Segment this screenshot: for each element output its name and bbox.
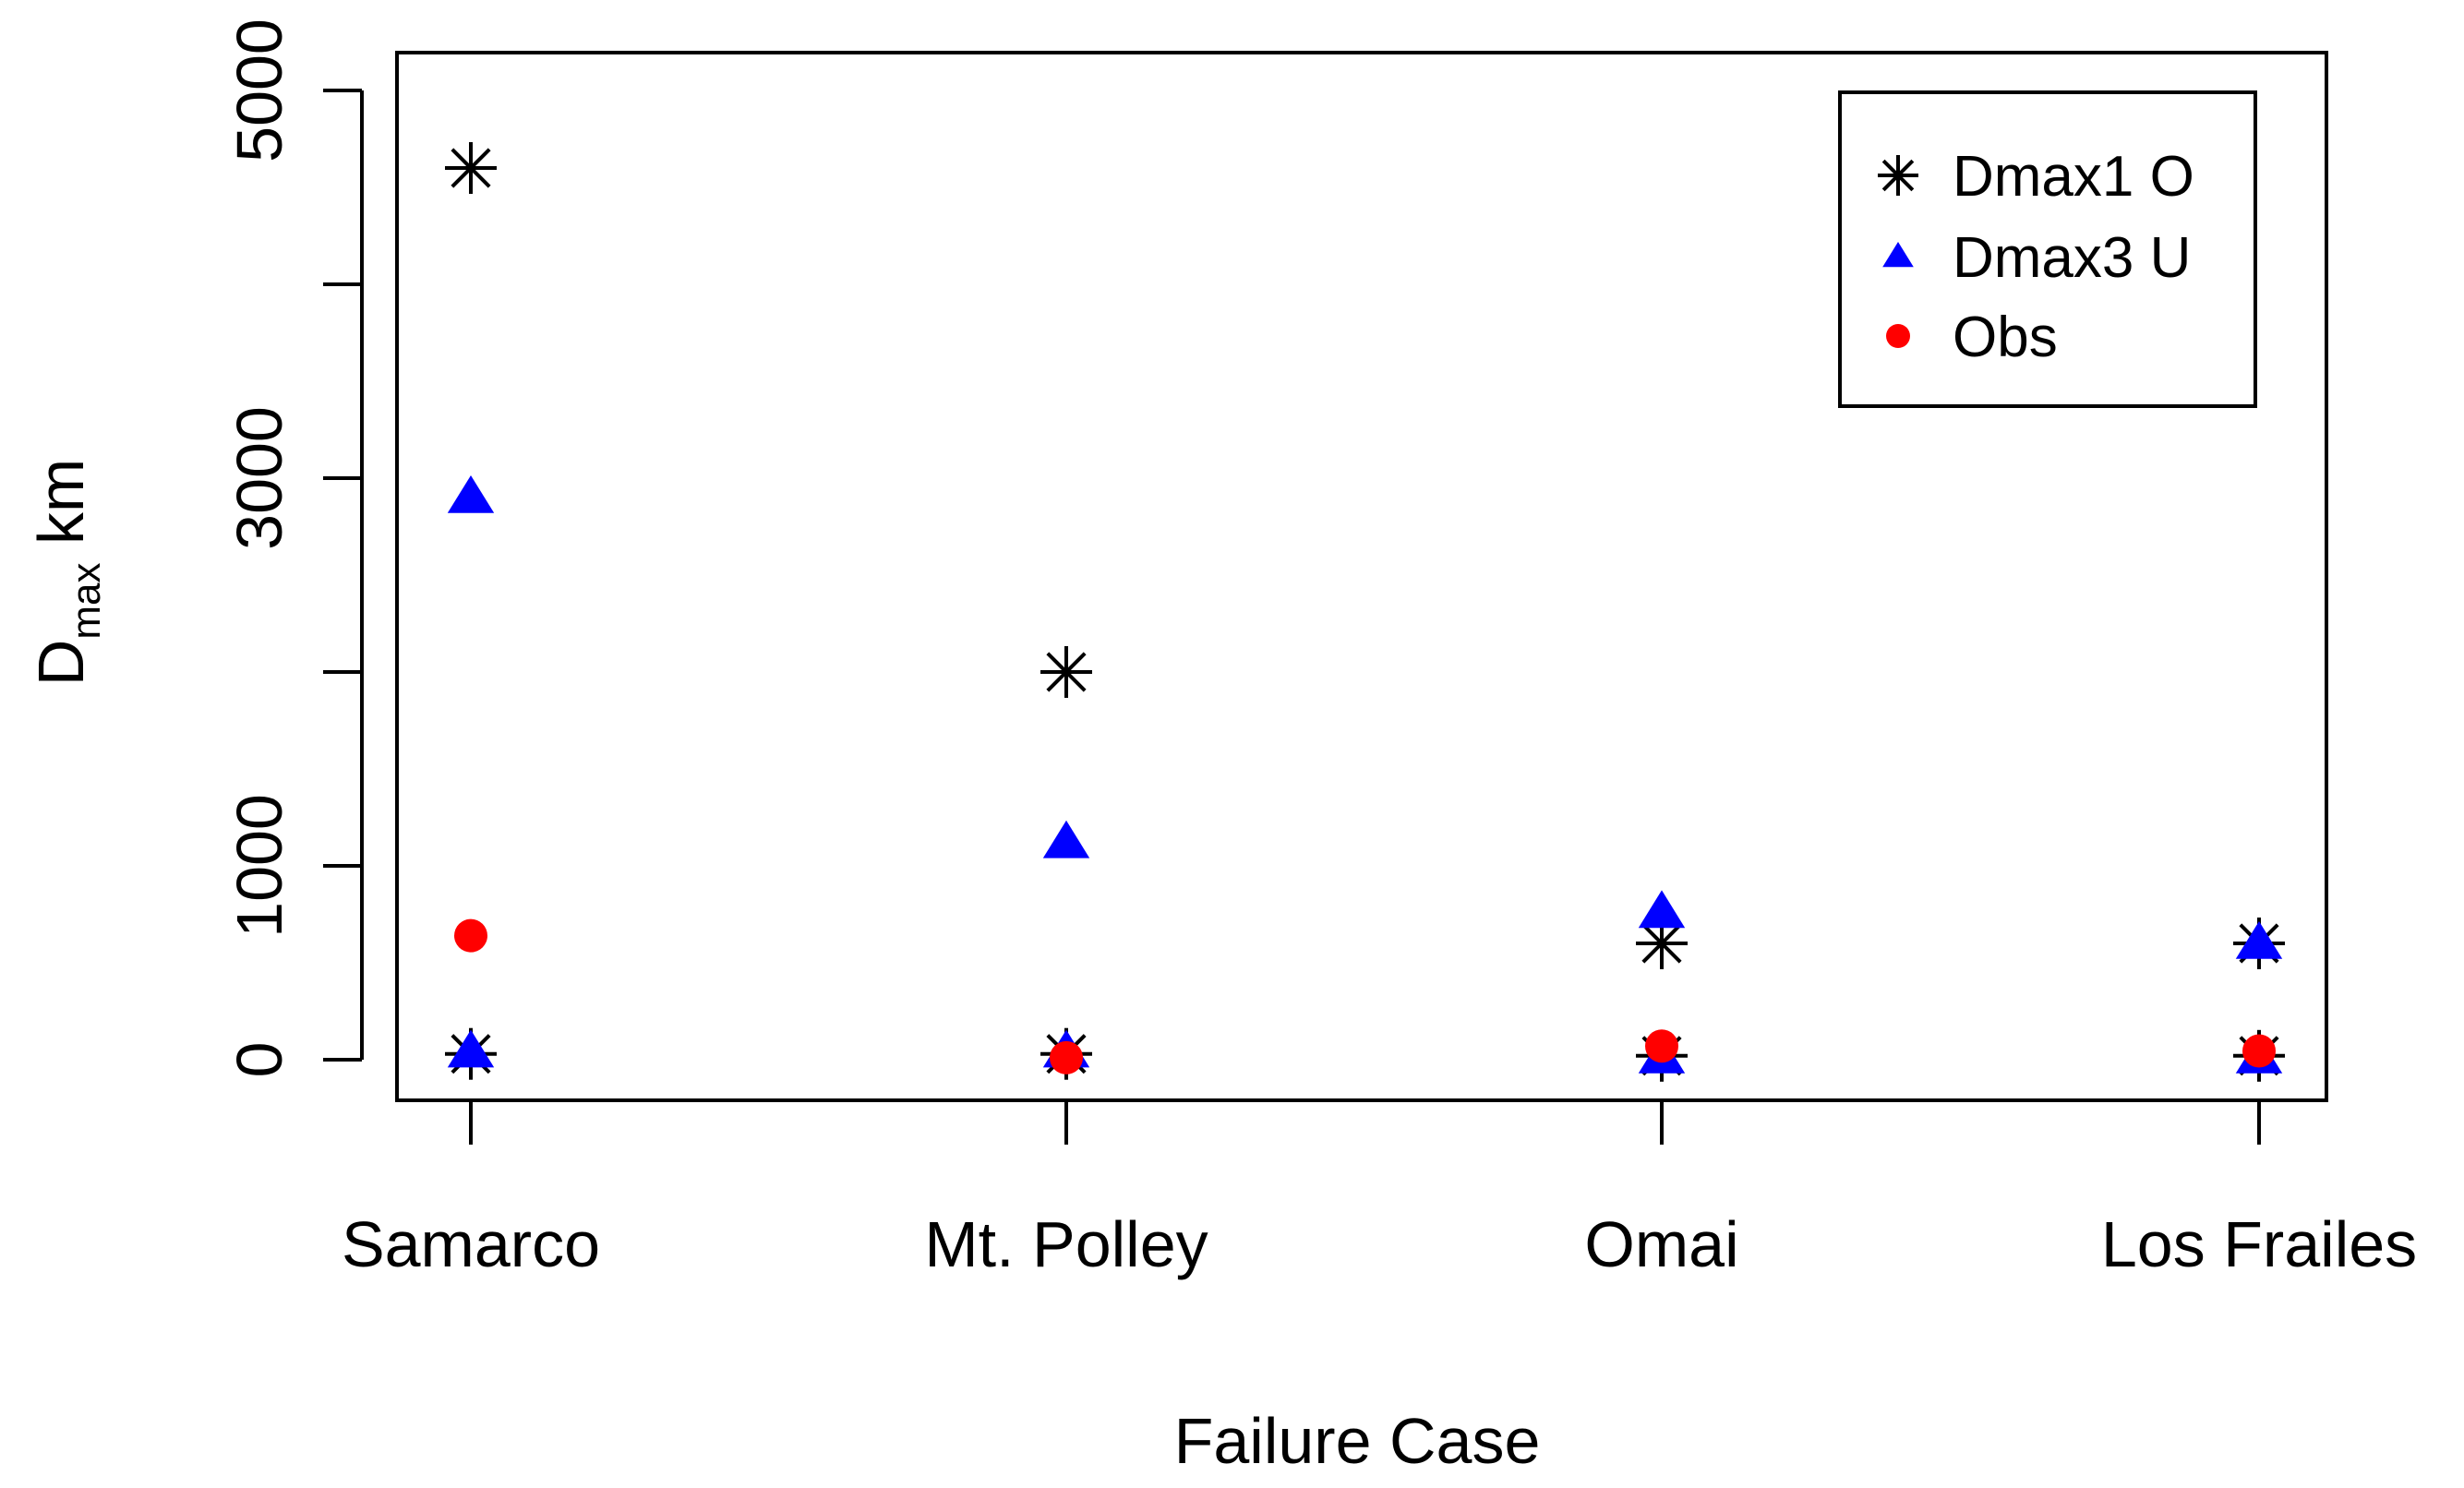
legend-box <box>1838 90 2257 408</box>
data-point-triangle <box>1042 820 1090 858</box>
y-axis: 0 1000 3000 5000 <box>223 18 364 1078</box>
legend-label: Dmax3 U <box>1953 226 2191 290</box>
y-axis-title: Dmax km <box>25 459 109 686</box>
x-axis: Samarco Mt. Polley Omai Los Frailes <box>342 1100 2417 1280</box>
legend-marker-triangle <box>1882 242 1914 268</box>
legend-label: Dmax1 O <box>1953 145 2194 209</box>
x-tick-label: Samarco <box>342 1208 600 1280</box>
data-point-triangle <box>447 475 495 513</box>
data-point-circle <box>454 918 487 953</box>
y-axis-title-unit: km <box>25 459 97 563</box>
data-point-triangle <box>1638 890 1686 929</box>
legend-label: Obs <box>1953 306 2058 369</box>
data-point-asterisk <box>445 142 497 194</box>
x-tick-label: Omai <box>1584 1208 1738 1280</box>
legend-item: Dmax1 O <box>1878 145 2194 209</box>
data-point-triangle <box>447 1029 495 1068</box>
legend-marker-asterisk <box>1878 155 1918 196</box>
legend-marker-circle <box>1886 324 1910 348</box>
legend: Dmax1 O Dmax3 U Obs <box>1838 90 2257 408</box>
x-tick-label: Los Frailes <box>2101 1208 2417 1280</box>
legend-item: Dmax3 U <box>1882 226 2191 290</box>
y-tick-label: 0 <box>223 1042 295 1078</box>
y-axis-title-subscript: max <box>64 563 109 640</box>
data-point-triangle <box>2235 921 2283 959</box>
data-points <box>445 142 2285 1082</box>
legend-item: Obs <box>1886 306 2058 369</box>
y-tick-label: 5000 <box>223 18 295 162</box>
plot-frame <box>395 51 2328 1102</box>
data-point-circle <box>1050 1040 1083 1074</box>
data-point-circle <box>2242 1034 2276 1068</box>
y-tick-label: 3000 <box>223 406 295 550</box>
x-tick-label: Mt. Polley <box>924 1208 1208 1280</box>
x-axis-title: Failure Case <box>1174 1405 1541 1477</box>
y-tick-label: 1000 <box>223 794 295 938</box>
data-point-circle <box>1645 1029 1678 1063</box>
data-point-asterisk <box>1040 646 1092 698</box>
y-axis-title-main: D <box>25 640 97 687</box>
